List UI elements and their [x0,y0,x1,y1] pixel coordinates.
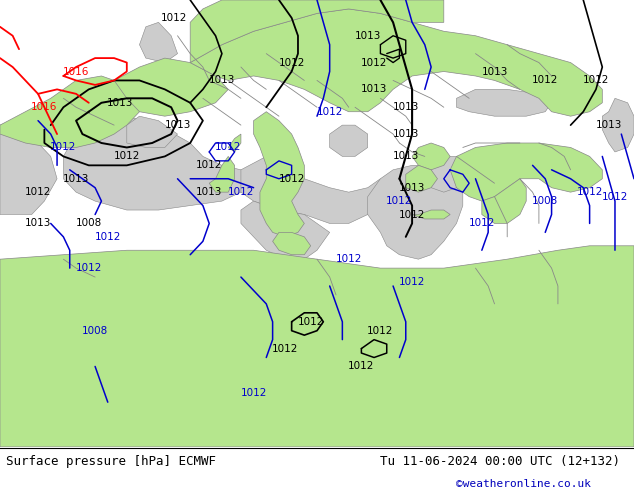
Text: 1012: 1012 [228,187,254,197]
Text: 1012: 1012 [278,174,305,184]
Polygon shape [139,23,178,63]
Polygon shape [273,232,311,255]
Text: 1013: 1013 [354,31,381,41]
Text: 1012: 1012 [399,210,425,220]
Polygon shape [0,76,139,147]
Text: 1008: 1008 [532,196,559,206]
Polygon shape [241,156,380,223]
Text: 1013: 1013 [107,98,134,108]
Text: 1012: 1012 [272,343,299,354]
Polygon shape [488,201,507,210]
Text: 1008: 1008 [75,219,102,228]
Polygon shape [190,9,602,116]
Polygon shape [368,165,463,259]
Polygon shape [0,121,57,215]
Text: 1016: 1016 [31,102,58,112]
Text: 1012: 1012 [316,107,343,117]
Polygon shape [450,143,602,201]
Text: 1013: 1013 [63,174,89,184]
Text: 1012: 1012 [583,75,609,85]
Polygon shape [406,165,437,192]
Polygon shape [228,134,241,152]
Text: 1013: 1013 [392,129,419,139]
Text: 1012: 1012 [367,326,394,336]
Text: 1012: 1012 [532,75,559,85]
Text: 1012: 1012 [361,57,387,68]
Text: 1012: 1012 [297,317,324,327]
Text: 1012: 1012 [196,160,223,171]
Text: 1013: 1013 [481,67,508,76]
Text: 1012: 1012 [215,143,242,152]
Polygon shape [209,156,235,192]
Polygon shape [482,179,526,223]
Text: 1012: 1012 [50,143,77,152]
Text: 1008: 1008 [82,326,108,336]
Text: 1013: 1013 [25,219,51,228]
Text: ©weatheronline.co.uk: ©weatheronline.co.uk [456,479,592,489]
Text: 1012: 1012 [113,151,140,161]
Text: 1012: 1012 [94,232,121,242]
Polygon shape [190,0,444,63]
Text: 1012: 1012 [348,362,375,371]
Text: Surface pressure [hPa] ECMWF: Surface pressure [hPa] ECMWF [6,456,216,468]
Polygon shape [602,98,634,152]
Text: Tu 11-06-2024 00:00 UTC (12+132): Tu 11-06-2024 00:00 UTC (12+132) [380,456,621,468]
Polygon shape [241,201,330,259]
Text: 1012: 1012 [25,187,51,197]
Polygon shape [114,58,228,116]
Text: 1013: 1013 [209,75,235,85]
Text: 1012: 1012 [240,388,267,398]
Text: 1012: 1012 [278,57,305,68]
Text: 1013: 1013 [164,120,191,130]
Text: 1012: 1012 [386,196,413,206]
Polygon shape [63,116,254,210]
Text: 1012: 1012 [335,254,362,264]
Text: 1013: 1013 [595,120,622,130]
Text: 1012: 1012 [75,263,102,273]
Text: 1012: 1012 [576,187,603,197]
Polygon shape [412,210,450,219]
Text: 1016: 1016 [63,67,89,76]
Polygon shape [127,116,178,147]
Text: 1013: 1013 [399,183,425,193]
Text: 1012: 1012 [602,192,628,201]
Text: 1013: 1013 [392,151,419,161]
Text: 1012: 1012 [161,13,188,23]
Text: 1013: 1013 [392,102,419,112]
Text: 1013: 1013 [361,84,387,95]
Polygon shape [0,246,634,447]
Polygon shape [330,125,368,156]
Polygon shape [431,156,469,192]
Text: 1012: 1012 [399,276,425,287]
Text: 1012: 1012 [469,219,495,228]
Polygon shape [412,143,450,170]
Text: 1013: 1013 [196,187,223,197]
Polygon shape [254,112,304,237]
Polygon shape [456,89,552,116]
